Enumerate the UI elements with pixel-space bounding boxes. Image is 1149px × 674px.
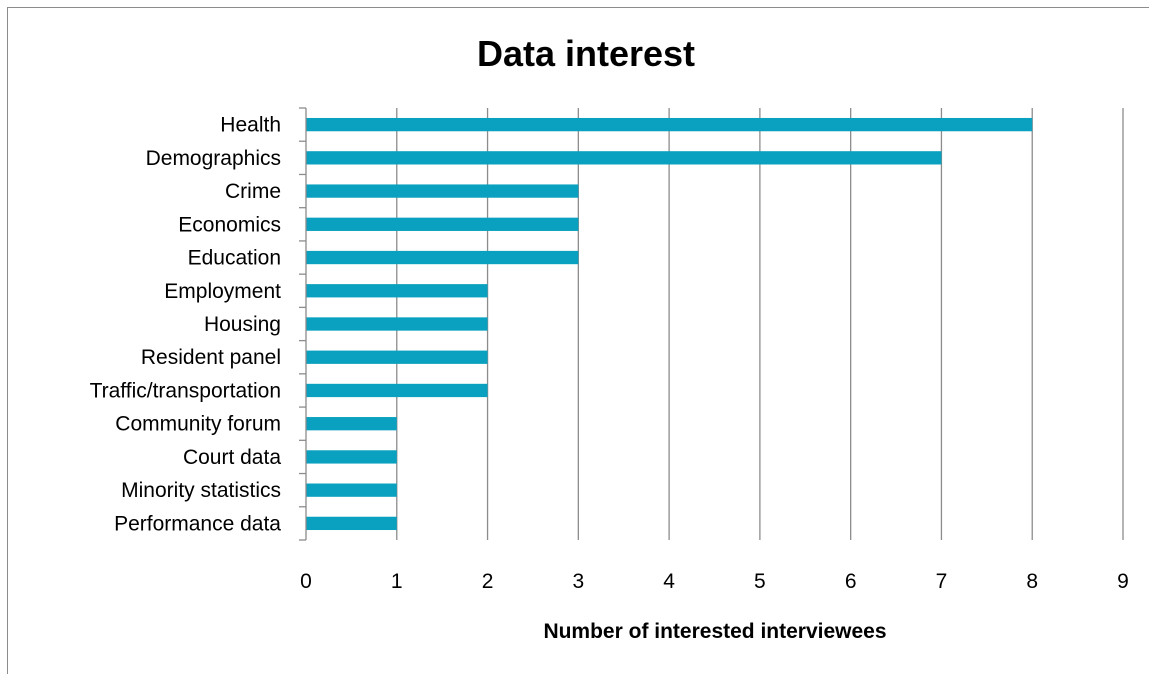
bar: [306, 450, 397, 464]
x-tick-label: 4: [663, 570, 675, 593]
bar: [306, 151, 942, 165]
category-label: Performance data: [114, 512, 281, 535]
category-label: Demographics: [146, 147, 281, 170]
y-axis: [299, 107, 307, 541]
bar: [306, 284, 488, 298]
gridlines: [396, 108, 1124, 540]
x-tick-label: 5: [754, 570, 766, 593]
category-label: Health: [220, 114, 281, 137]
bar: [306, 117, 1033, 132]
bar: [306, 516, 397, 531]
x-tick-label: 7: [936, 570, 948, 593]
category-label: Minority statistics: [121, 479, 281, 502]
x-tick-label: 9: [1117, 570, 1129, 593]
bars: [306, 117, 1033, 531]
bar: [306, 217, 579, 231]
category-label: Housing: [204, 313, 281, 336]
bar: [306, 184, 579, 198]
bar: [306, 350, 488, 364]
bar: [306, 483, 397, 497]
category-label: Education: [188, 247, 281, 270]
x-tick-label: 3: [572, 570, 584, 593]
category-labels: Health Demographics Crime Economics Educatio…: [90, 114, 282, 536]
bar: [306, 383, 488, 398]
category-label: Economics: [178, 213, 281, 236]
x-tick-label: 0: [300, 570, 312, 593]
category-label: Employment: [164, 280, 281, 303]
x-tick-label: 8: [1026, 570, 1038, 593]
category-label: Community forum: [115, 413, 281, 436]
category-label: Crime: [225, 180, 281, 203]
x-tick-label: 2: [482, 570, 494, 593]
x-tick-labels: 0 1 2 3 4 5 6 7 8 9: [300, 570, 1129, 593]
chart-frame: [7, 7, 1149, 674]
category-label: Court data: [183, 446, 281, 469]
bar: [306, 250, 579, 265]
category-label: Traffic/transportation: [90, 379, 281, 402]
x-axis-title: Number of interested interviewees: [543, 620, 886, 643]
category-label: Resident panel: [141, 346, 281, 369]
x-tick-label: 1: [391, 570, 403, 593]
chart-title: Data interest: [477, 33, 695, 74]
bar: [306, 317, 488, 331]
bar: [306, 417, 397, 431]
x-tick-label: 6: [845, 570, 857, 593]
